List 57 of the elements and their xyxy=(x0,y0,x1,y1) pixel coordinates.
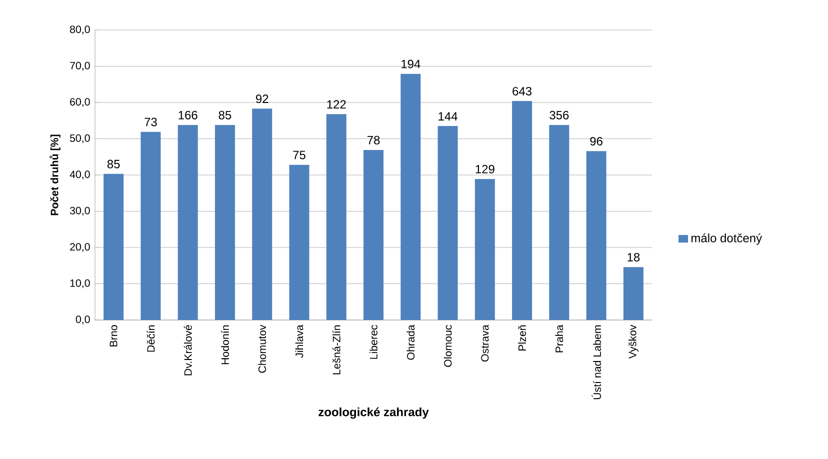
annotation: 144 xyxy=(438,112,458,120)
annotation: 92 xyxy=(256,94,268,104)
x-tick-label: Ostrava xyxy=(481,324,489,362)
bar xyxy=(438,126,458,320)
annotation: 129 xyxy=(476,164,494,174)
x-tick-label: Plzeň xyxy=(518,325,526,350)
x-tick-label: Praha xyxy=(555,324,564,352)
bar xyxy=(178,124,198,320)
annotation: 166 xyxy=(178,110,198,120)
x-tick-label: Brno xyxy=(110,325,118,346)
x-tick-label: Jihlava xyxy=(295,324,304,358)
x-tick-label: Liberec xyxy=(370,324,378,359)
x-tick-label: Hodonín xyxy=(220,325,229,364)
x-tick-label: Ohrada xyxy=(406,324,415,360)
x-tick-label: Ústí nad Labem xyxy=(592,325,601,400)
bar xyxy=(549,124,570,320)
annotation: 122 xyxy=(327,100,346,108)
bar xyxy=(289,164,310,320)
y-axis-title: Počet druhů [%] xyxy=(50,134,60,216)
bar xyxy=(400,74,421,320)
bar xyxy=(623,267,644,320)
annotation: 356 xyxy=(550,110,569,120)
annotation: 78 xyxy=(367,136,380,144)
x-tick-label: Dv.Králové xyxy=(184,325,192,376)
annotation: 18 xyxy=(628,252,640,262)
bar xyxy=(326,114,346,320)
annotation: 96 xyxy=(590,136,602,146)
annotation: 643 xyxy=(512,86,532,96)
x-tick-label: Děčín xyxy=(146,325,155,352)
y-tick-label: 0,0 xyxy=(76,316,90,324)
bar xyxy=(364,150,384,320)
bar xyxy=(140,132,161,320)
annotation: 194 xyxy=(402,60,420,68)
bar xyxy=(104,174,124,320)
bar xyxy=(252,108,272,320)
y-tick-label: 20,0 xyxy=(70,243,90,252)
y-tick-label: 40,0 xyxy=(70,170,90,180)
y-tick-label: 60,0 xyxy=(70,98,90,107)
annotation: 85 xyxy=(218,110,232,120)
annotation: 73 xyxy=(144,118,157,126)
y-tick-label: 50,0 xyxy=(70,134,90,144)
x-tick-label: Olomouc xyxy=(444,324,452,367)
bar xyxy=(474,178,495,320)
x-tick-label: Lešná-Zlín xyxy=(332,325,340,374)
y-tick-label: 10,0 xyxy=(70,279,90,288)
annotation: 75 xyxy=(293,150,306,160)
x-tick-label: Chomutov xyxy=(258,324,266,373)
x-axis-title: zoologické zahrady xyxy=(318,407,429,419)
annotation: 85 xyxy=(107,160,120,168)
bar xyxy=(512,101,532,320)
bar xyxy=(214,124,235,320)
y-tick-label: 30,0 xyxy=(70,206,90,216)
y-tick-label: 80,0 xyxy=(70,26,90,34)
x-tick-label: Vyškov xyxy=(628,324,638,359)
y-tick-label: 70,0 xyxy=(70,62,90,71)
legend-label: málo dotčený xyxy=(691,233,762,245)
bar xyxy=(586,151,606,320)
